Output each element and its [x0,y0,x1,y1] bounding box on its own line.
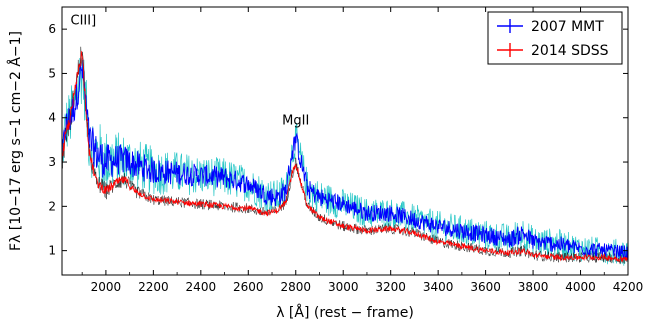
y-tick-label-5: 5 [48,66,56,80]
plot-frame [61,6,629,276]
legend: 2007 MMT 2014 SDSS [487,11,623,65]
x-tick-label-2200: 2200 [138,280,169,294]
x-tick-label-2000: 2000 [91,280,122,294]
y-tick-label-6: 6 [48,22,56,36]
series-line-2014-sdss [62,51,628,263]
x-tick-label-2400: 2400 [186,280,217,294]
x-tick-label-3400: 3400 [423,280,454,294]
annotation-1: MgII [282,113,309,128]
annotation-0: CIII] [71,14,97,29]
line-layer [62,51,628,263]
y-axis: 1 2 3 4 5 6 [48,22,628,258]
y-tick-label-4: 4 [48,111,56,125]
series-noise-2007-mmt [62,57,628,266]
y-tick-label-1: 1 [48,244,56,258]
x-tick-label-3800: 3800 [518,280,549,294]
x-tick-label-3000: 3000 [328,280,359,294]
x-tick-label-4000: 4000 [565,280,596,294]
y-tick-label-2: 2 [48,199,56,213]
x-axis: 2000 2200 2400 2600 2800 3000 3200 3400 3600 3800… [81,7,644,294]
x-tick-label-2800: 2800 [280,280,311,294]
annotation-layer: CIII] MgII [71,14,310,129]
x-axis-label: λ [Å] (rest − frame) [276,304,414,321]
x-tick-label-4200: 4200 [613,280,644,294]
legend-label-2007-mmt: 2007 MMT [531,19,604,35]
noise-layer [62,46,628,266]
x-tick-label-3600: 3600 [470,280,501,294]
x-tick-label-2600: 2600 [233,280,264,294]
y-tick-label-3: 3 [48,155,56,169]
y-axis-label: Fλ [10−17 erg s−1 cm−2 Å−1] [7,31,24,251]
series-line-2007-mmt [62,59,628,260]
legend-label-2014-sdss: 2014 SDSS [531,43,609,59]
x-tick-label-3200: 3200 [375,280,406,294]
